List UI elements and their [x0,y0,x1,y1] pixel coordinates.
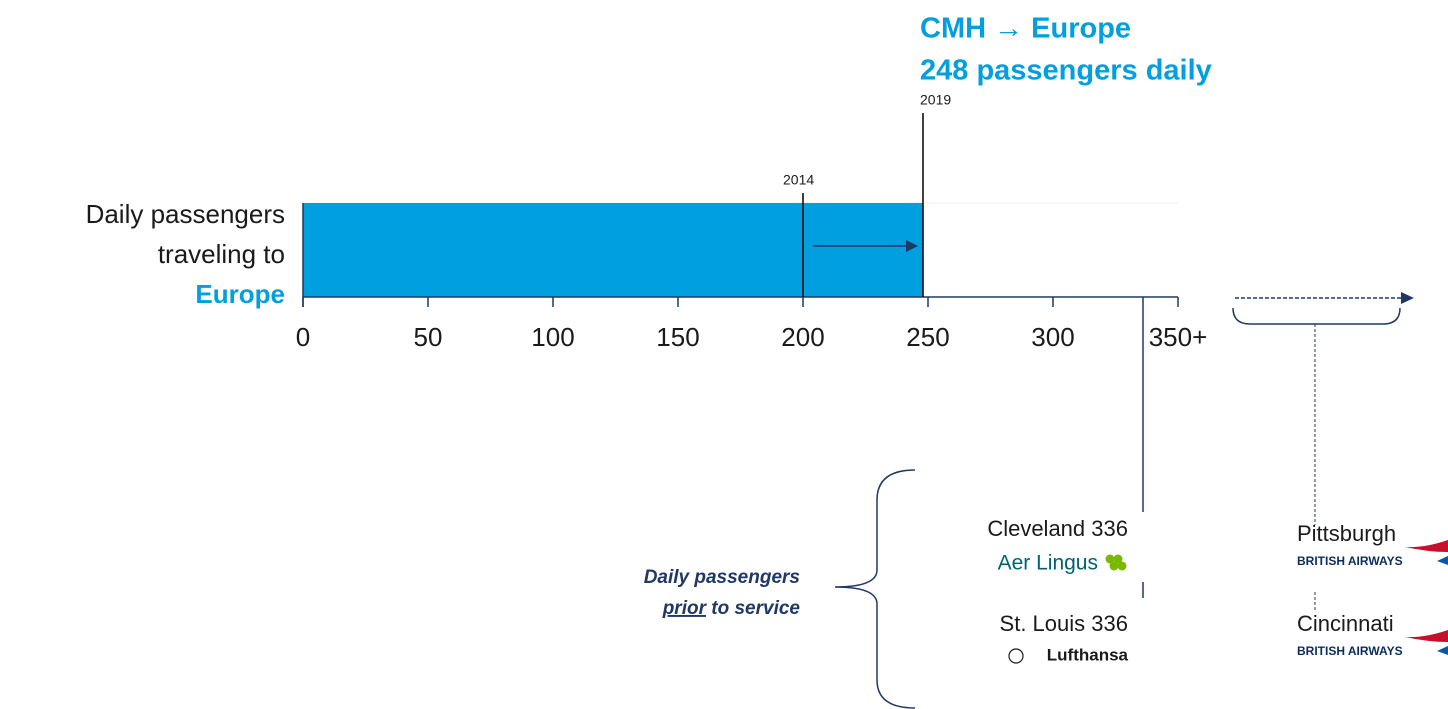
lufthansa-icon [1008,648,1024,664]
marker-label: 2014 [783,172,814,188]
shamrock [1117,561,1127,571]
chart-subtitle: 248 passengers daily [920,55,1212,87]
airline-logo: BRITISH AIRWAYS [1297,644,1403,658]
city-label: St. Louis 336 [1000,611,1128,636]
y-label: Europe [195,279,285,309]
shamrock [1105,554,1115,564]
bar [303,203,923,297]
note-emphasis: prior [662,598,708,619]
city-label: Cleveland 336 [987,516,1128,541]
city-value: 336 [1091,611,1128,636]
logo-swoosh [1405,540,1448,552]
logo-swoosh [1405,630,1448,642]
airline-logo: Aer Lingus [998,552,1098,575]
bracket [1232,307,1401,325]
note: prior to service [662,598,801,619]
shamrock [1109,561,1119,571]
y-label: traveling to [158,239,285,269]
x-tick-label: 250 [906,322,949,352]
y-label: Daily passengers [86,199,285,229]
logo-swoosh [1437,646,1448,655]
airline-logo: BRITISH AIRWAYS [1297,554,1403,568]
x-tick-label: 200 [781,322,824,352]
brace [834,469,916,709]
x-tick-label: 150 [656,322,699,352]
city-name: Cleveland [987,516,1085,541]
x-tick-label: 50 [414,322,443,352]
city-label: Pittsburgh [1297,521,1396,546]
city-name: St. Louis [1000,611,1086,636]
marker-label: 2019 [920,92,951,108]
x-tick-label: 0 [296,322,310,352]
chart-title: CMH → Europe [920,13,1131,45]
x-tick-label: 350+ [1149,322,1208,352]
note: Daily passengers [644,567,800,588]
arrowhead [906,240,918,252]
shamrock [1113,554,1123,564]
note-text: to service [711,598,800,619]
airline-logo: Lufthansa [1047,645,1129,664]
city-label: Cincinnati [1297,611,1394,636]
arrowhead [1401,292,1414,304]
x-tick-label: 300 [1031,322,1074,352]
city-value: 336 [1091,516,1128,541]
x-tick-label: 100 [531,322,574,352]
logo-swoosh [1437,556,1448,565]
